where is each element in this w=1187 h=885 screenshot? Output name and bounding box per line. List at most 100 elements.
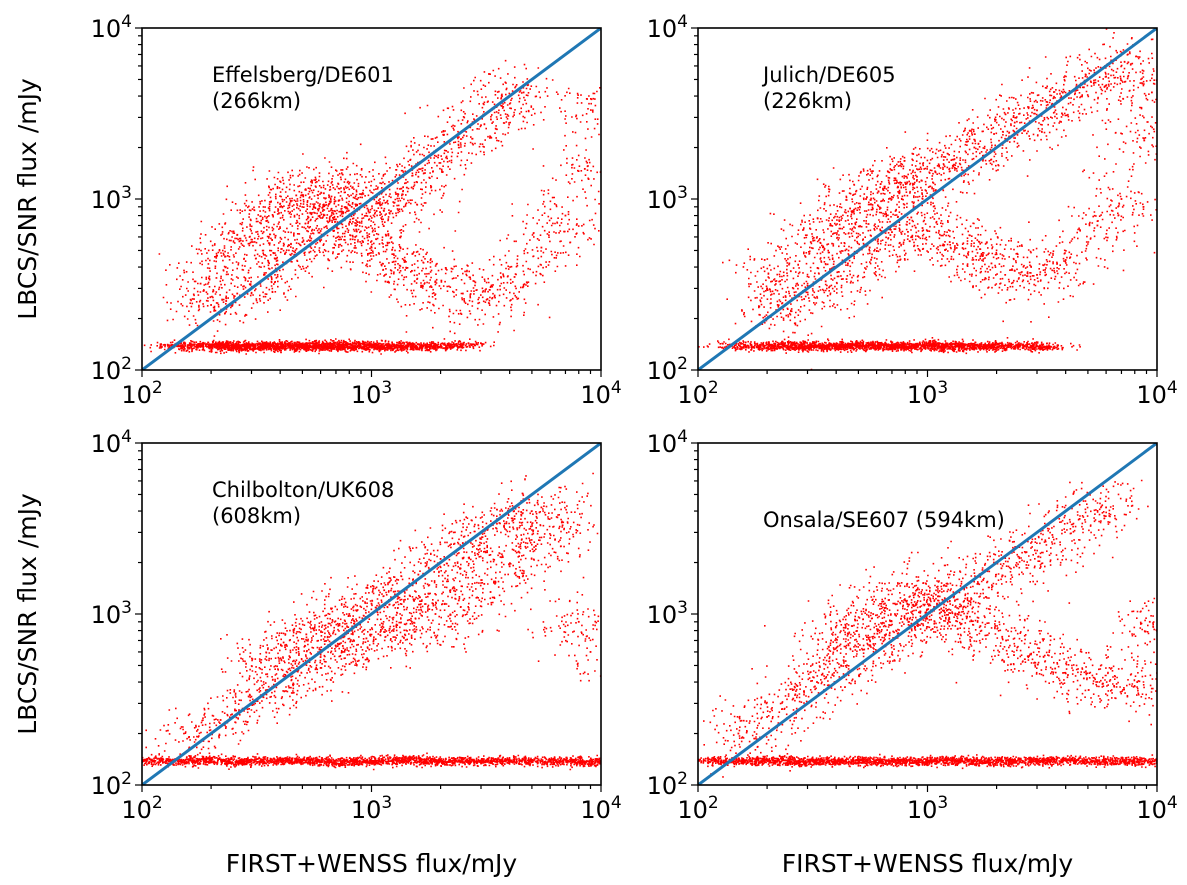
data-point — [243, 234, 246, 237]
scatter-cloud — [419, 755, 498, 766]
scatter-cloud — [142, 339, 222, 353]
scatter-cloud — [1026, 229, 1125, 298]
x-tick-label: 103 — [351, 378, 392, 409]
data-point — [1136, 681, 1139, 683]
scatter-cloud — [1094, 28, 1157, 98]
station-annotation: Julich/DE605 — [761, 63, 896, 87]
scatter-cloud — [412, 338, 495, 352]
data-point — [583, 167, 586, 170]
scatter-cloud — [735, 219, 835, 318]
scatter-cloud — [277, 151, 367, 228]
scatter-cloud — [329, 575, 420, 642]
data-point — [335, 218, 337, 221]
scatter-cloud — [936, 234, 1039, 304]
scatter-cloud — [280, 342, 355, 355]
data-point — [370, 602, 373, 605]
data-point — [1105, 506, 1107, 509]
data-point — [540, 246, 543, 249]
one-to-one-line — [142, 28, 601, 370]
x-tick-label: 104 — [1136, 378, 1177, 409]
data-point — [816, 681, 818, 683]
data-point — [411, 269, 413, 272]
data-point — [461, 292, 464, 295]
station-annotation: Chilbolton/UK608 — [212, 478, 394, 502]
data-point — [205, 345, 207, 347]
scatter-cloud — [986, 341, 1081, 354]
scatter-cloud — [537, 611, 601, 686]
scatter-cloud — [385, 125, 484, 187]
scatter-cloud — [717, 685, 815, 750]
data-point — [788, 262, 791, 265]
scatter-cloud — [888, 567, 985, 641]
data-point — [936, 602, 938, 605]
station-annotation: (226km) — [763, 89, 852, 113]
data-point — [1051, 534, 1054, 536]
y-axis-label: LBCS/SNR flux /mJy — [13, 78, 42, 320]
data-point — [1036, 109, 1038, 112]
scatter-cloud — [819, 338, 905, 352]
data-point — [480, 124, 482, 127]
station-annotation: (266km) — [212, 89, 301, 113]
scatter-cloud — [216, 671, 299, 733]
data-point — [210, 304, 212, 306]
data-point — [260, 661, 262, 664]
scatter-cloud — [365, 235, 454, 312]
data-point — [792, 343, 795, 345]
y-tick-label: 102 — [647, 769, 688, 800]
one-to-one-line — [698, 443, 1157, 785]
data-point — [486, 298, 489, 300]
data-point — [766, 716, 768, 718]
data-point — [792, 697, 795, 700]
data-point — [993, 133, 995, 135]
scatter-cloud — [261, 339, 342, 353]
data-point — [910, 216, 913, 219]
scatter-cloud — [1048, 479, 1149, 533]
scatter-cloud — [977, 338, 1054, 352]
data-point — [1036, 273, 1038, 276]
scatter-cloud — [1000, 500, 1114, 575]
scatter-points — [142, 57, 601, 355]
scatter-points — [698, 479, 1157, 778]
x-axis-label: FIRST+WENSS flux/mJy — [782, 849, 1074, 878]
data-point — [1029, 653, 1032, 656]
data-point — [400, 187, 403, 190]
one-to-one-line — [698, 28, 1157, 370]
y-tick-label: 104 — [91, 12, 132, 43]
data-point — [327, 622, 330, 625]
data-point — [926, 230, 929, 232]
data-point — [893, 344, 896, 346]
scatter-cloud — [273, 621, 364, 693]
scatter-points — [698, 28, 1157, 370]
data-point — [952, 158, 955, 161]
data-point — [322, 192, 325, 195]
data-point — [366, 207, 369, 210]
data-point — [295, 194, 298, 197]
x-tick-label: 102 — [121, 793, 162, 824]
data-point — [865, 198, 867, 200]
data-point — [224, 343, 226, 345]
data-point — [341, 645, 344, 647]
y-tick-label: 103 — [91, 598, 132, 629]
scatter-cloud — [554, 756, 601, 768]
data-point — [882, 187, 884, 190]
x-tick-label: 104 — [580, 793, 621, 824]
data-point — [1113, 684, 1115, 687]
y-tick-label: 102 — [91, 769, 132, 800]
data-point — [348, 613, 351, 615]
scatter-cloud — [186, 339, 262, 351]
scatter-cloud — [220, 632, 303, 700]
data-point — [872, 613, 875, 615]
scatter-cloud — [542, 136, 601, 205]
scatter-cloud — [396, 575, 523, 653]
scatter-cloud — [881, 566, 988, 655]
station-annotation: Onsala/SE607 (594km) — [763, 508, 1005, 532]
data-point — [561, 524, 564, 527]
data-point — [916, 175, 918, 178]
scatter-cloud — [546, 79, 601, 140]
station-annotation: (608km) — [212, 504, 301, 528]
data-point — [417, 175, 420, 178]
scatter-cloud — [893, 131, 992, 224]
data-point — [868, 246, 871, 249]
